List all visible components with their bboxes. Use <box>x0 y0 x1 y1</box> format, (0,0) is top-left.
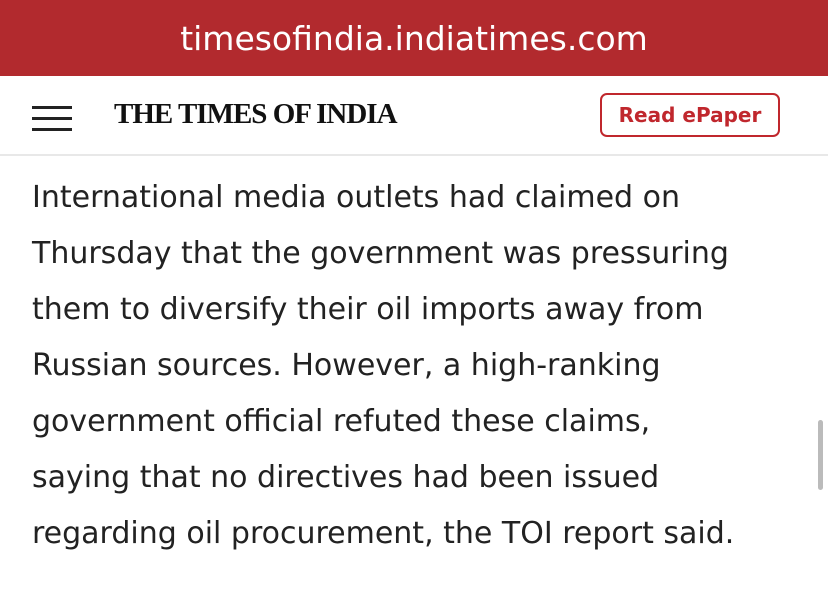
url-bar[interactable]: timesofindia.indiatimes.com <box>0 0 828 76</box>
article-line: International media outlets had claimed … <box>32 180 680 215</box>
article-line: saying that no directives had been issue… <box>32 460 660 495</box>
article: International media outlets had claimed … <box>0 156 828 562</box>
article-line: them to diversify their oil imports away… <box>32 292 704 327</box>
article-line: regarding oil procurement, the TOI repor… <box>32 516 735 551</box>
article-line: Russian sources. However, a high-ranking <box>32 348 661 383</box>
article-line: government official refuted these claims… <box>32 404 651 439</box>
site-header: THE TIMES OF INDIA Read ePaper <box>0 76 828 156</box>
scrollbar <box>818 420 823 490</box>
logo[interactable]: THE TIMES OF INDIA <box>114 98 398 130</box>
article-line: Thursday that the government was pressur… <box>32 236 729 271</box>
menu-button[interactable] <box>32 106 72 139</box>
epaper-button[interactable]: Read ePaper <box>600 93 780 137</box>
